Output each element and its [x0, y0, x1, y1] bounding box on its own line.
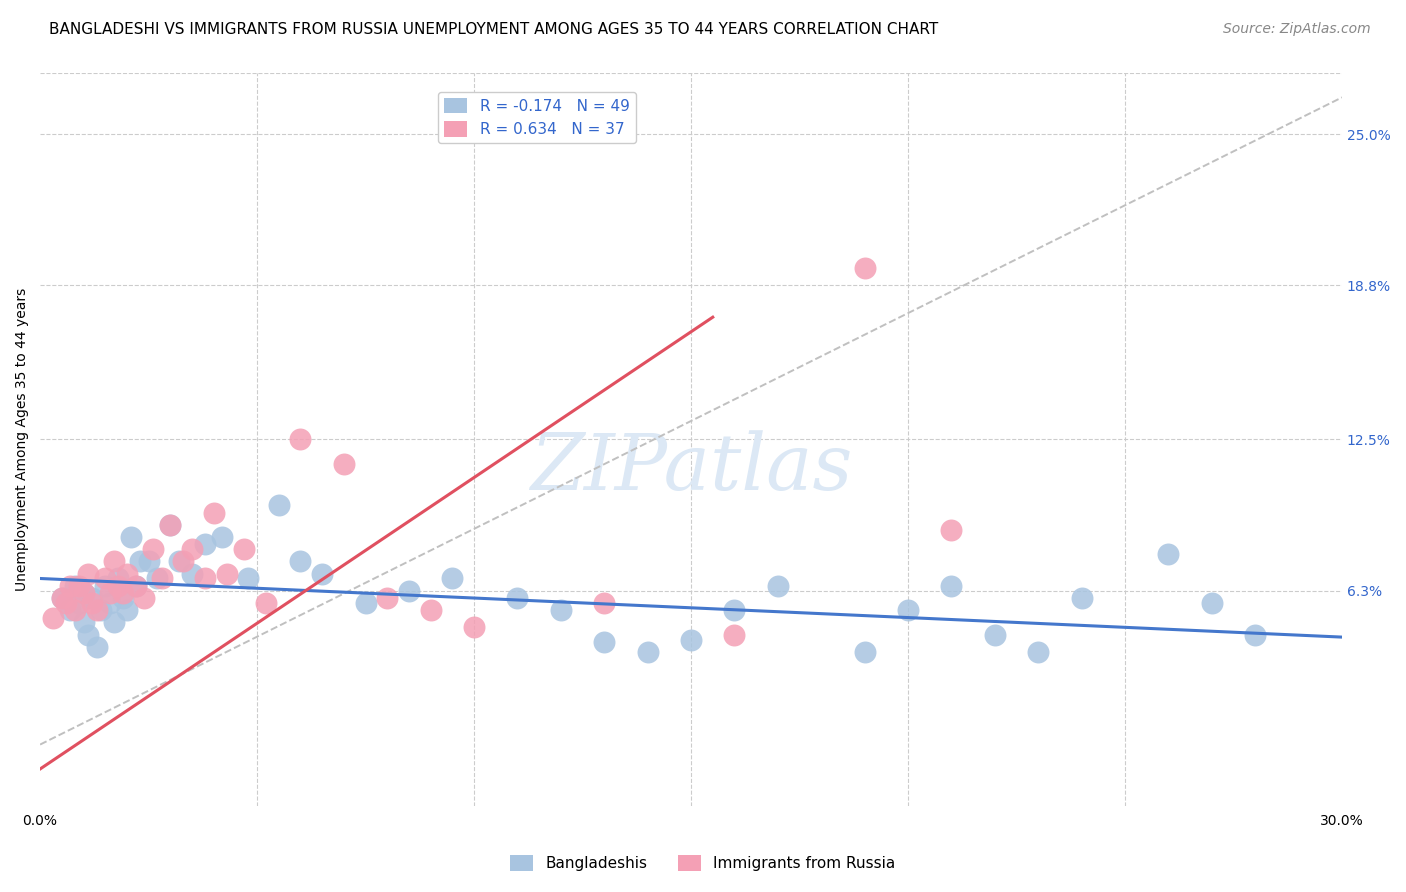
Point: [181, 542, 204, 557]
Point: [42, 610, 65, 624]
Point: [82, 591, 104, 605]
Point: [984, 628, 1007, 642]
Point: [398, 583, 420, 598]
Point: [593, 596, 616, 610]
Point: [72, 615, 94, 630]
Point: [63, 579, 86, 593]
Point: [134, 591, 156, 605]
Point: [1070, 591, 1092, 605]
Point: [181, 566, 204, 581]
Point: [115, 566, 138, 581]
Point: [290, 432, 312, 446]
Point: [211, 530, 233, 544]
Point: [311, 566, 333, 581]
Text: Source: ZipAtlas.com: Source: ZipAtlas.com: [1223, 22, 1371, 37]
Point: [124, 579, 146, 593]
Point: [90, 603, 112, 617]
Point: [111, 591, 134, 605]
Point: [441, 572, 464, 586]
Point: [120, 530, 142, 544]
Point: [59, 579, 82, 593]
Point: [419, 603, 441, 617]
Point: [124, 579, 146, 593]
Point: [142, 542, 165, 557]
Point: [1201, 596, 1223, 610]
Point: [463, 620, 485, 634]
Point: [107, 572, 129, 586]
Point: [72, 586, 94, 600]
Point: [194, 572, 217, 586]
Point: [129, 554, 152, 568]
Point: [290, 554, 312, 568]
Legend: Bangladeshis, Immigrants from Russia: Bangladeshis, Immigrants from Russia: [505, 849, 901, 877]
Point: [86, 603, 108, 617]
Point: [637, 645, 659, 659]
Point: [86, 640, 108, 654]
Point: [215, 566, 238, 581]
Point: [172, 554, 194, 568]
Point: [55, 596, 77, 610]
Text: ZIPatlas: ZIPatlas: [530, 431, 852, 507]
Point: [115, 603, 138, 617]
Point: [150, 572, 173, 586]
Point: [98, 596, 121, 610]
Point: [333, 457, 356, 471]
Point: [1026, 645, 1049, 659]
Point: [853, 261, 876, 276]
Point: [941, 523, 963, 537]
Point: [723, 603, 745, 617]
Point: [76, 628, 98, 642]
Point: [897, 603, 920, 617]
Point: [103, 554, 125, 568]
Point: [111, 586, 134, 600]
Point: [202, 506, 225, 520]
Point: [98, 586, 121, 600]
Point: [254, 596, 277, 610]
Point: [94, 579, 117, 593]
Text: BANGLADESHI VS IMMIGRANTS FROM RUSSIA UNEMPLOYMENT AMONG AGES 35 TO 44 YEARS COR: BANGLADESHI VS IMMIGRANTS FROM RUSSIA UN…: [49, 22, 938, 37]
Point: [233, 542, 256, 557]
Point: [267, 498, 290, 512]
Point: [506, 591, 529, 605]
Point: [94, 572, 117, 586]
Point: [941, 579, 963, 593]
Point: [59, 603, 82, 617]
Point: [82, 596, 104, 610]
Point: [63, 603, 86, 617]
Point: [103, 615, 125, 630]
Point: [375, 591, 398, 605]
Point: [159, 517, 181, 532]
Point: [1157, 547, 1180, 561]
Point: [51, 591, 73, 605]
Point: [194, 537, 217, 551]
Point: [853, 645, 876, 659]
Point: [550, 603, 572, 617]
Point: [167, 554, 190, 568]
Point: [1244, 628, 1267, 642]
Point: [354, 596, 377, 610]
Point: [681, 632, 703, 647]
Point: [723, 628, 745, 642]
Point: [67, 579, 90, 593]
Point: [159, 517, 181, 532]
Point: [67, 596, 90, 610]
Point: [138, 554, 160, 568]
Point: [593, 635, 616, 649]
Point: [107, 579, 129, 593]
Point: [238, 572, 260, 586]
Point: [72, 586, 94, 600]
Point: [766, 579, 789, 593]
Point: [146, 572, 169, 586]
Y-axis label: Unemployment Among Ages 35 to 44 years: Unemployment Among Ages 35 to 44 years: [15, 287, 30, 591]
Point: [51, 591, 73, 605]
Point: [76, 566, 98, 581]
Legend: R = -0.174   N = 49, R = 0.634   N = 37: R = -0.174 N = 49, R = 0.634 N = 37: [439, 92, 636, 144]
